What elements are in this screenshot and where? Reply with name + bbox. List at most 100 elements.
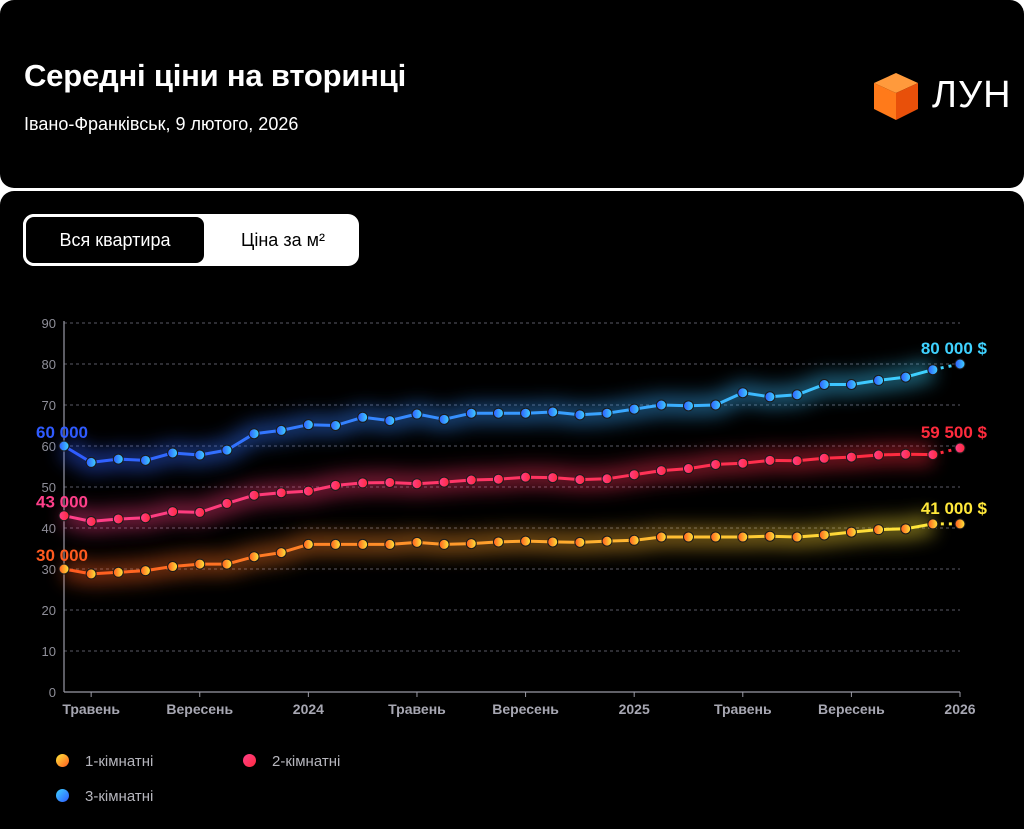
data-point[interactable] <box>384 415 396 427</box>
data-point[interactable] <box>873 449 885 461</box>
data-point[interactable] <box>194 558 206 570</box>
data-point[interactable] <box>492 407 504 419</box>
data-point[interactable] <box>845 526 857 538</box>
data-point[interactable] <box>465 538 477 550</box>
data-point[interactable] <box>248 551 260 563</box>
data-point[interactable] <box>737 531 749 543</box>
data-point[interactable] <box>574 474 586 486</box>
data-point[interactable] <box>601 407 613 419</box>
data-point[interactable] <box>330 420 342 431</box>
legend-item-two-room[interactable]: 2-кімнатні <box>243 753 340 770</box>
data-point[interactable] <box>194 506 206 518</box>
data-point[interactable] <box>248 428 260 440</box>
data-point[interactable] <box>58 510 70 522</box>
data-point[interactable] <box>492 536 504 548</box>
data-point[interactable] <box>139 512 151 524</box>
data-point[interactable] <box>167 506 179 518</box>
data-point[interactable] <box>384 538 396 550</box>
data-point[interactable] <box>330 538 342 550</box>
data-point[interactable] <box>954 442 966 454</box>
data-point[interactable] <box>818 529 830 541</box>
data-point[interactable] <box>167 447 179 459</box>
data-point[interactable] <box>791 455 803 467</box>
data-point[interactable] <box>845 379 857 390</box>
legend-item-three-room[interactable]: 3-кімнатні <box>56 788 153 805</box>
data-point[interactable] <box>221 558 233 570</box>
data-point[interactable] <box>85 456 97 468</box>
data-point[interactable] <box>384 476 396 488</box>
data-point[interactable] <box>873 524 885 536</box>
data-point[interactable] <box>764 391 776 403</box>
data-point[interactable] <box>58 440 70 452</box>
data-point[interactable] <box>357 477 369 489</box>
data-point[interactable] <box>737 457 749 469</box>
data-point[interactable] <box>954 518 966 530</box>
data-point[interactable] <box>411 536 423 548</box>
data-point[interactable] <box>275 487 287 499</box>
data-point[interactable] <box>574 409 586 421</box>
data-point[interactable] <box>682 531 694 543</box>
data-point[interactable] <box>492 473 504 485</box>
data-point[interactable] <box>520 407 532 419</box>
data-point[interactable] <box>465 407 477 419</box>
data-point[interactable] <box>655 399 667 411</box>
data-point[interactable] <box>574 536 586 548</box>
data-point[interactable] <box>248 489 260 501</box>
data-point[interactable] <box>900 523 912 535</box>
data-point[interactable] <box>601 535 613 547</box>
data-point[interactable] <box>628 403 640 415</box>
data-point[interactable] <box>601 473 613 485</box>
data-point[interactable] <box>221 497 233 509</box>
data-point[interactable] <box>438 476 450 488</box>
data-point[interactable] <box>112 513 124 525</box>
data-point[interactable] <box>275 547 287 559</box>
data-point[interactable] <box>791 531 803 543</box>
data-point[interactable] <box>357 538 369 550</box>
data-point[interactable] <box>275 424 287 436</box>
data-point[interactable] <box>628 534 640 546</box>
data-point[interactable] <box>302 538 314 550</box>
data-point[interactable] <box>112 566 124 578</box>
data-point[interactable] <box>927 364 939 376</box>
data-point[interactable] <box>737 387 749 399</box>
data-point[interactable] <box>411 408 423 420</box>
data-point[interactable] <box>628 469 640 481</box>
data-point[interactable] <box>139 454 151 466</box>
data-point[interactable] <box>194 449 206 461</box>
data-point[interactable] <box>438 413 450 425</box>
data-point[interactable] <box>112 453 124 465</box>
legend-item-one-room[interactable]: 1-кімнатні <box>56 753 153 770</box>
tab-price-per-m2[interactable]: Ціна за м² <box>241 230 325 250</box>
data-point[interactable] <box>655 465 667 477</box>
data-point[interactable] <box>302 485 314 497</box>
data-point[interactable] <box>167 561 179 573</box>
data-point[interactable] <box>85 515 97 527</box>
data-point[interactable] <box>302 419 314 431</box>
data-point[interactable] <box>411 478 423 490</box>
data-point[interactable] <box>818 452 830 464</box>
data-point[interactable] <box>58 563 70 575</box>
data-point[interactable] <box>818 379 830 390</box>
lun-logo[interactable]: ЛУН <box>870 70 1011 126</box>
data-point[interactable] <box>139 565 151 577</box>
data-point[interactable] <box>710 399 722 411</box>
data-point[interactable] <box>954 358 966 370</box>
data-point[interactable] <box>520 535 532 547</box>
data-point[interactable] <box>465 474 477 486</box>
data-point[interactable] <box>710 458 722 470</box>
data-point[interactable] <box>764 454 776 466</box>
data-point[interactable] <box>791 389 803 401</box>
data-point[interactable] <box>438 538 450 550</box>
tab-whole-apartment[interactable]: Вся квартира <box>23 214 207 266</box>
data-point[interactable] <box>221 444 233 456</box>
data-point[interactable] <box>330 479 342 491</box>
data-point[interactable] <box>357 411 369 423</box>
data-point[interactable] <box>547 406 559 418</box>
data-point[interactable] <box>655 531 667 543</box>
data-point[interactable] <box>520 471 532 483</box>
data-point[interactable] <box>900 371 912 383</box>
data-point[interactable] <box>547 472 559 484</box>
data-point[interactable] <box>764 530 776 542</box>
data-point[interactable] <box>927 518 939 530</box>
data-point[interactable] <box>547 536 559 548</box>
